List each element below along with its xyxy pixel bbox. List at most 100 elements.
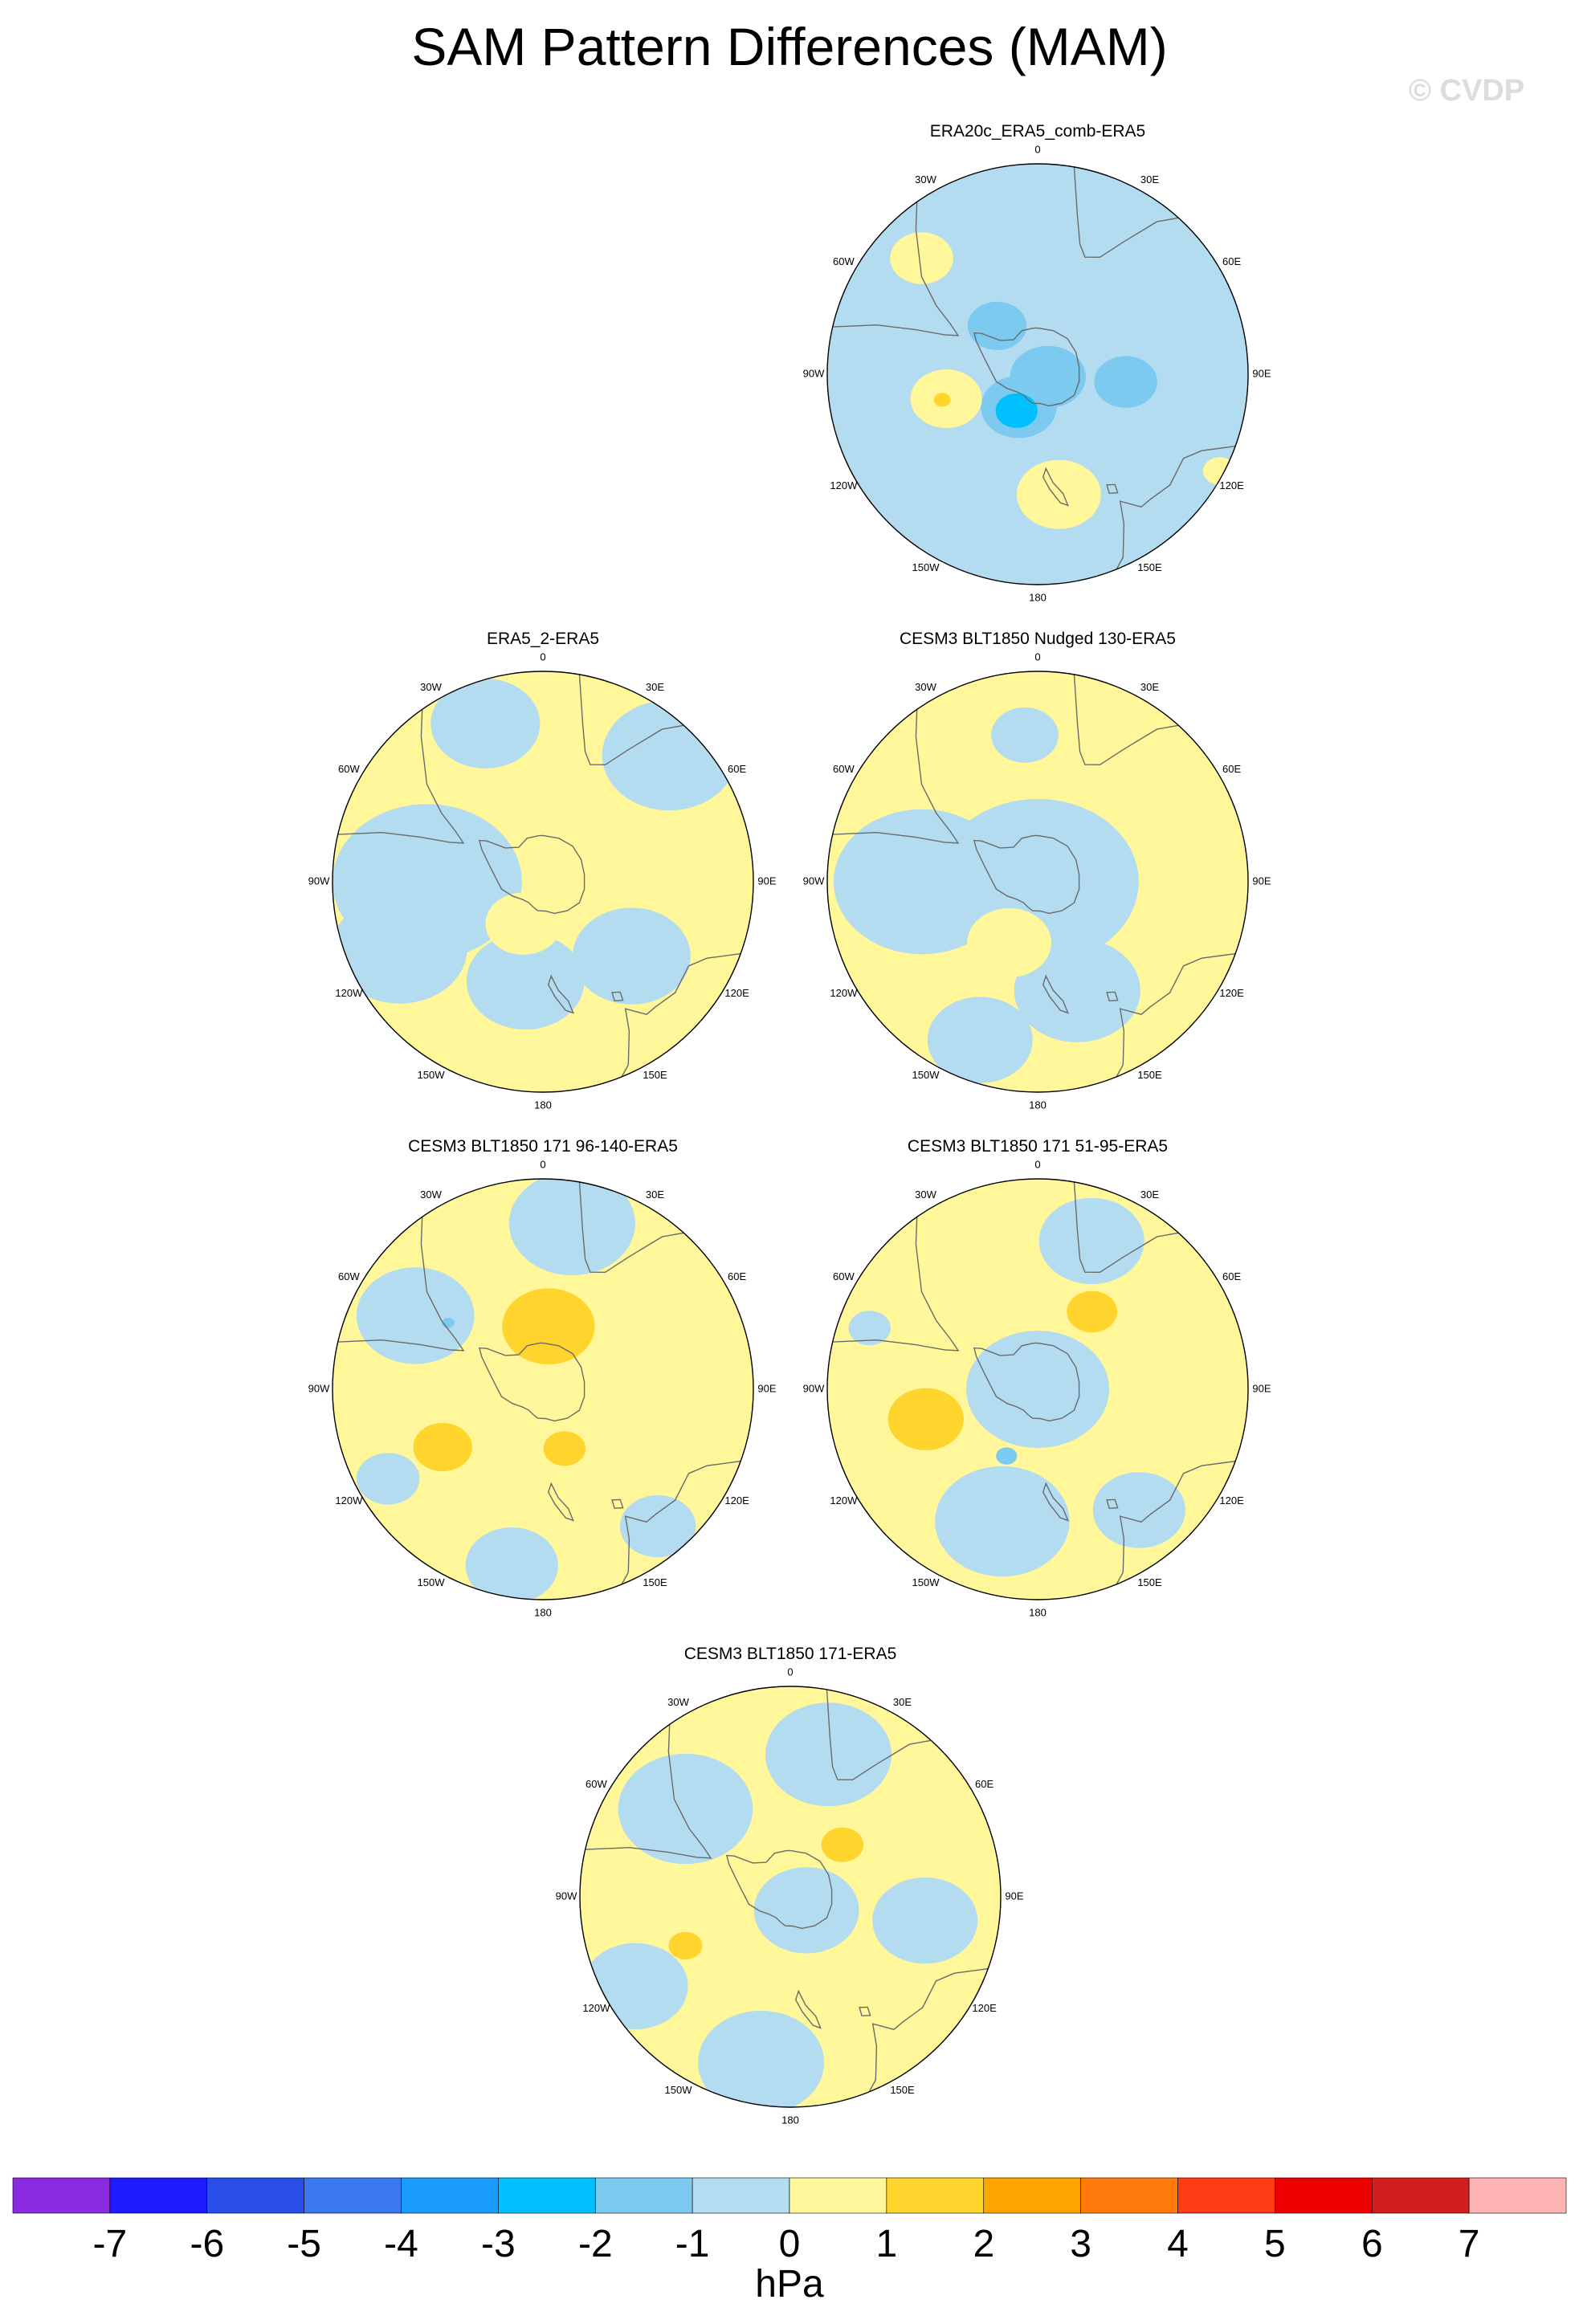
longitude-label: 120E: [1219, 987, 1244, 999]
figure-title: SAM Pattern Differences (MAM): [411, 17, 1168, 76]
anomaly-contour: [1038, 1197, 1144, 1285]
colorbar-tick-label: -6: [190, 2223, 224, 2265]
panel-title: ERA5_2-ERA5: [487, 630, 599, 648]
longitude-label: 60E: [1222, 255, 1241, 267]
map-panel-1: ERA20c_ERA5_comb-ERA5 0 30E 60E 90E 120E 150E 1…: [803, 122, 1271, 603]
anomaly-contour: [848, 1311, 891, 1346]
anomaly-contour: [887, 1388, 965, 1451]
coastlines: [832, 166, 1236, 570]
colorbar-box: [594, 2177, 693, 2214]
map-border: [332, 671, 754, 1093]
colorbar-box: [1275, 2177, 1373, 2214]
longitude-label: 180: [534, 1099, 552, 1111]
longitude-label: 30E: [1140, 173, 1159, 186]
colorbar-box: [886, 2177, 985, 2214]
colorbar-box: [789, 2177, 887, 2214]
longitude-label: 150W: [418, 1069, 446, 1081]
map-panel-5: CESM3 BLT1850 171 51-95-ERA5 0 30E 60E 90E 12…: [803, 1137, 1271, 1618]
longitude-label: 150E: [890, 2084, 915, 2096]
colorbar-tick-label: -5: [287, 2223, 321, 2265]
anomaly-field: [356, 1179, 696, 1600]
coastline-tasmania: [1106, 991, 1119, 1001]
longitude-label: 30E: [1140, 681, 1159, 693]
panel-title: ERA20c_ERA5_comb-ERA5: [930, 122, 1145, 141]
map-border: [579, 1686, 1002, 2108]
anomaly-contour: [502, 1288, 595, 1364]
longitude-label: 120W: [830, 479, 858, 491]
anomaly-contour: [430, 679, 541, 769]
coastline-new-zealand: [1042, 467, 1069, 507]
coastline-africa: [826, 1689, 932, 1781]
anomaly-contour: [466, 932, 585, 1030]
longitude-label: 30E: [893, 1696, 912, 1708]
anomaly-contour: [890, 232, 953, 284]
colorbar-tick-label: -7: [93, 2223, 128, 2265]
longitude-label: 90W: [556, 1890, 577, 1902]
anomaly-contour: [996, 1447, 1018, 1465]
longitude-label: 60W: [833, 763, 855, 775]
coastlines: [337, 674, 741, 1078]
longitude-label: 150W: [912, 561, 940, 573]
longitude-label: 90W: [308, 1382, 330, 1394]
longitude-label: 150E: [643, 1576, 667, 1588]
longitude-label: 180: [534, 1606, 552, 1618]
longitude-label: 0: [1034, 650, 1040, 663]
longitude-label: 150W: [418, 1576, 446, 1588]
colorbar-box: [401, 2177, 499, 2214]
coastline-africa: [1073, 166, 1179, 259]
longitude-label: 120E: [972, 2002, 997, 2014]
anomaly-contour: [872, 1877, 978, 1964]
longitude-label: 60E: [1222, 763, 1241, 775]
colorbar-box: [983, 2177, 1081, 2214]
anomaly-contour: [1092, 1472, 1185, 1548]
anomaly-contour: [933, 393, 951, 407]
anomaly-contour: [1067, 1290, 1117, 1333]
colorbar-tick-label: 2: [973, 2223, 994, 2265]
panel-title: CESM3 BLT1850 171-ERA5: [684, 1645, 897, 1663]
longitude-label: 0: [1034, 1158, 1040, 1170]
longitude-label: 90E: [757, 875, 776, 887]
colorbar-tick-label: -2: [578, 2223, 613, 2265]
map-panel-2: ERA5_2-ERA5 0 30E 60E 90E 120E 150E 180 150W 120W…: [308, 630, 777, 1111]
map-border: [826, 1178, 1249, 1600]
longitude-label: 0: [540, 1158, 545, 1170]
coastline-new-zealand: [1042, 974, 1069, 1014]
colorbar-box: [1177, 2177, 1275, 2214]
longitude-label: 120W: [582, 2002, 610, 2014]
map-border: [332, 1178, 754, 1600]
longitude-label: 30W: [420, 1189, 442, 1201]
longitude-label: 90E: [1005, 1890, 1023, 1902]
anomaly-contour: [967, 908, 1051, 977]
longitude-label: 60E: [1222, 1270, 1241, 1282]
longitude-label: 150E: [1137, 1576, 1162, 1588]
coastlines: [337, 1181, 741, 1585]
coastline-africa: [578, 674, 684, 766]
colorbar-tick-label: 4: [1167, 2223, 1189, 2265]
coastline-australia: [621, 952, 741, 1078]
longitude-label: 120W: [830, 1494, 858, 1507]
map-border: [826, 671, 1249, 1093]
anomaly-contour: [356, 1453, 420, 1505]
cvdp-watermark: © CVDP: [1409, 74, 1525, 108]
longitude-label: 150E: [643, 1069, 667, 1081]
coastline-antarctica: [725, 1849, 833, 1930]
longitude-label: 150E: [1137, 1069, 1162, 1081]
coastline-south-america: [337, 709, 465, 844]
longitude-label: 150W: [665, 2084, 693, 2096]
longitude-label: 0: [1034, 143, 1040, 155]
coastline-africa: [578, 1181, 684, 1274]
map-panel-6: CESM3 BLT1850 171-ERA5 0 30E 60E 90E 120E 150E…: [556, 1645, 1024, 2126]
longitude-label: 30W: [915, 173, 936, 186]
colorbar-box: [109, 2177, 208, 2214]
coastline-australia: [1116, 1460, 1236, 1585]
map-border: [826, 163, 1249, 585]
longitude-label: 120E: [1219, 479, 1244, 491]
longitude-label: 90W: [308, 875, 330, 887]
anomaly-contour: [833, 809, 1010, 955]
colorbar-box: [692, 2177, 790, 2214]
longitude-label: 180: [1029, 1606, 1047, 1618]
panel-title: CESM3 BLT1850 171 51-95-ERA5: [908, 1137, 1168, 1156]
anomaly-contour: [543, 1431, 586, 1466]
longitude-label: 90E: [757, 1382, 776, 1394]
